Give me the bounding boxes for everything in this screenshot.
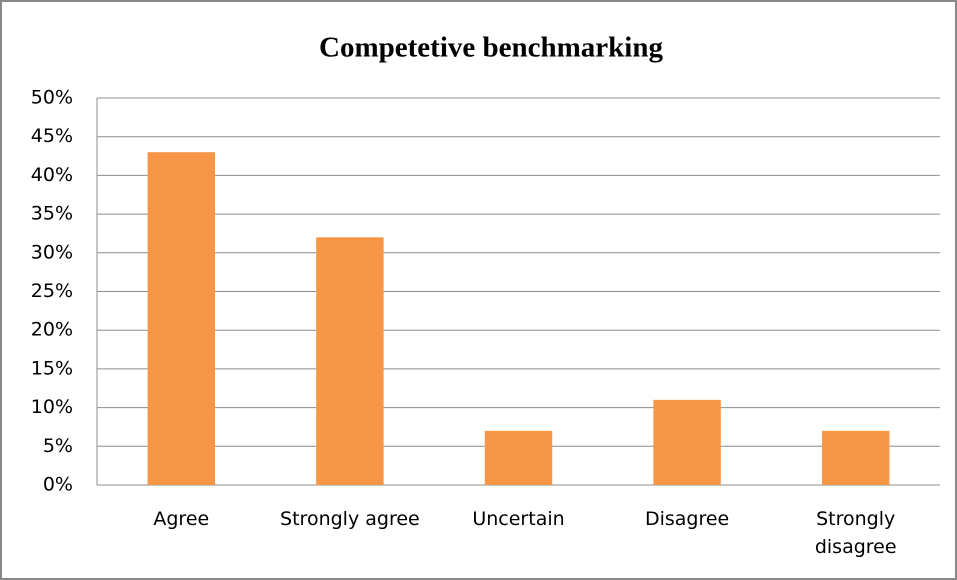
- x-tick-label: Agree: [153, 508, 210, 530]
- bar: [653, 399, 721, 485]
- x-tick-label: Uncertain: [472, 508, 565, 530]
- bar: [147, 152, 216, 485]
- y-tick-label: 40%: [31, 164, 73, 186]
- y-tick-label: 15%: [31, 357, 73, 379]
- chart-title: Competetive benchmarking: [319, 32, 663, 64]
- bar: [316, 237, 384, 485]
- y-tick-label: 35%: [31, 203, 73, 225]
- y-tick-label: 30%: [31, 241, 73, 263]
- y-tick-label: 50%: [31, 87, 73, 109]
- bar: [484, 430, 553, 485]
- y-tick-label: 0%: [43, 474, 73, 496]
- y-tick-label: 20%: [31, 319, 73, 341]
- y-tick-label: 45%: [31, 125, 73, 147]
- y-tick-label: 10%: [31, 396, 73, 418]
- x-tick-label: Strongly agree: [280, 508, 420, 530]
- y-tick-label: 25%: [31, 280, 73, 302]
- y-tick-label: 5%: [43, 435, 73, 457]
- x-tick-label: Strongly disagree: [814, 508, 897, 558]
- bar: [821, 430, 890, 485]
- x-tick-label: Disagree: [644, 508, 730, 530]
